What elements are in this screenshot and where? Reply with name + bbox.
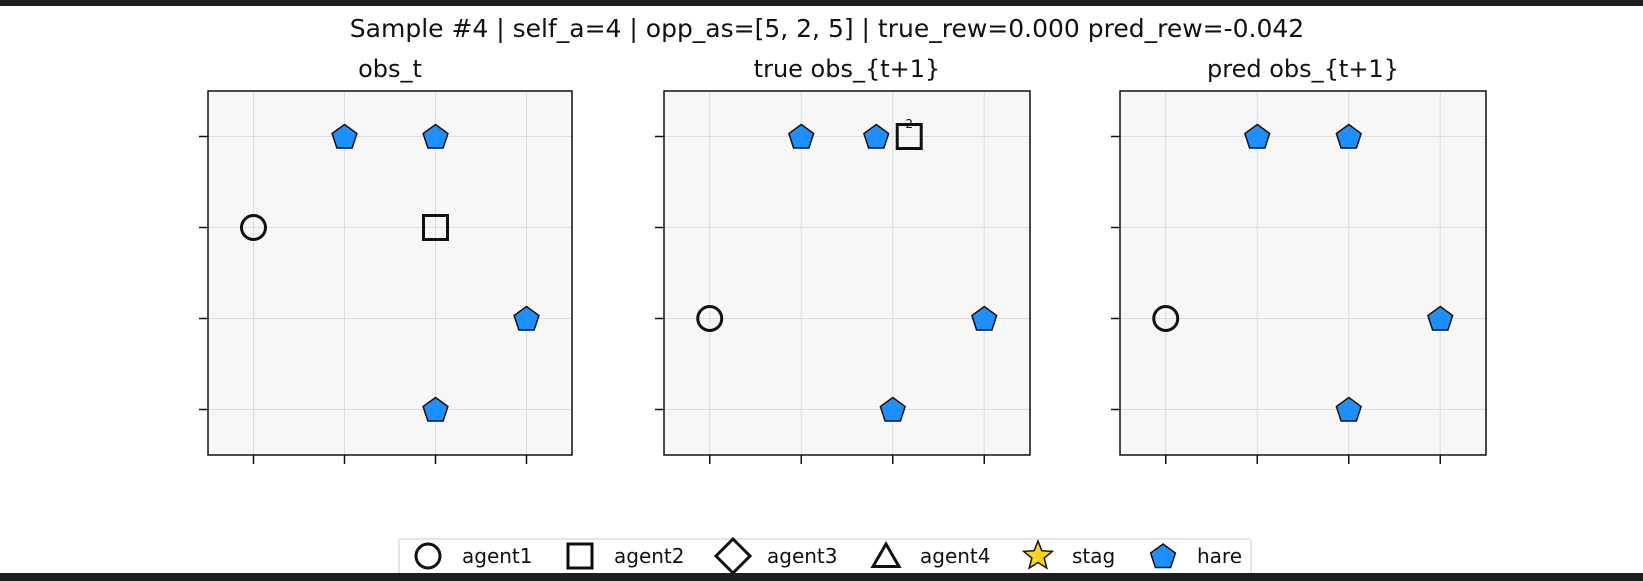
- panel-title: true obs_{t+1}: [754, 55, 941, 83]
- legend-pentagon-marker: [1149, 543, 1177, 569]
- legend-triangle-marker: [870, 541, 902, 568]
- panel-title: obs_t: [358, 55, 422, 83]
- panel-1: obs_t: [199, 55, 573, 464]
- legend-label-agent3: agent3: [767, 544, 838, 568]
- legend-label-hare: hare: [1197, 544, 1242, 568]
- legend-circle-marker: [414, 542, 442, 570]
- hare-marker: [863, 123, 890, 149]
- plot-area: [208, 91, 572, 455]
- window-bottom-bar: [0, 573, 1643, 581]
- legend-label-stag: stag: [1072, 544, 1115, 568]
- hare-marker: [513, 305, 540, 331]
- legend-star-marker: [1021, 538, 1055, 570]
- plot-frame: [207, 90, 573, 456]
- cell-count-label: 2: [905, 117, 913, 131]
- agent2-marker: [422, 214, 449, 241]
- agent2-marker: [895, 123, 923, 150]
- legend: agent1 agent2 agent3 agent4 stag hare: [398, 536, 1252, 578]
- agent1-marker: [1152, 305, 1180, 332]
- hare-marker: [1335, 396, 1362, 422]
- legend-label-agent2: agent2: [614, 544, 685, 568]
- hare-marker: [422, 123, 449, 149]
- plot-area: [1120, 91, 1486, 455]
- legend-label-agent1: agent1: [462, 544, 533, 568]
- hare-marker: [422, 396, 449, 422]
- plot-frame: [1119, 90, 1487, 456]
- agent1-marker: [696, 305, 724, 332]
- panel-3: pred obs_{t+1}: [1111, 55, 1487, 464]
- panel-title: pred obs_{t+1}: [1207, 55, 1399, 83]
- panel-2: true obs_{t+1} 2: [655, 55, 1031, 464]
- plot-area: [664, 91, 1030, 455]
- hare-marker: [971, 305, 998, 331]
- plot-frame: [663, 90, 1031, 456]
- legend-square-marker: [566, 542, 594, 570]
- hare-marker: [1244, 123, 1271, 149]
- agent1-marker: [240, 214, 267, 241]
- hare-marker: [1427, 305, 1454, 331]
- panels: obs_t true obs_{t+1} 2 pred obs_{t+1}: [199, 55, 1487, 464]
- legend-label-agent4: agent4: [920, 544, 991, 568]
- hare-marker: [1335, 123, 1362, 149]
- hare-marker: [788, 123, 815, 149]
- hare-marker: [879, 396, 906, 422]
- window-top-bar: [0, 0, 1643, 6]
- hare-marker: [331, 123, 358, 149]
- figure-suptitle: Sample #4 | self_a=4 | opp_as=[5, 2, 5] …: [350, 14, 1304, 43]
